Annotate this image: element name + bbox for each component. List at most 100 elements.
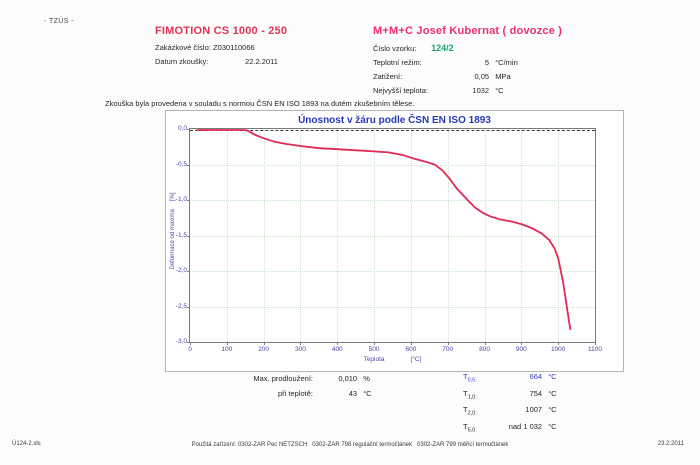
results-right: T0,5: 664 °C T1,0: 754 °C T2,0: 1007 °C … <box>463 372 557 438</box>
y-axis-label-text: Deformace od maxima <box>170 209 176 270</box>
sample-number-row: Číslo vzorku: 124/2 <box>373 43 518 53</box>
elongation-temp-unit: °C <box>363 389 372 398</box>
order-number-row: Zakázkové číslo: Z030110066 <box>155 43 278 52</box>
x-tick-label: 0 <box>188 346 192 353</box>
customer-title: M+M+C Josef Kubernat ( dovozce ) <box>373 25 563 37</box>
x-tick-label: 200 <box>258 346 270 353</box>
load-row: Zatížení: 0,05 MPa <box>373 72 518 81</box>
t50-value: nad 1 032 <box>508 421 543 431</box>
load-value: 0,05 <box>474 72 490 81</box>
t10-value: 754 <box>529 388 543 398</box>
x-tick-mark <box>447 342 449 345</box>
t10-label: T1,0: <box>463 388 477 401</box>
x-tick-label: 1000 <box>550 346 566 353</box>
x-axis-unit: [°C] <box>410 356 422 363</box>
test-date-value: 22.2.2011 <box>245 57 278 66</box>
test-date-label: Datum zkoušky: <box>155 57 209 66</box>
t20-row: T2,0: 1007 °C <box>463 405 557 417</box>
elongation-temp-row: při teplotě: 43 °C <box>228 389 372 398</box>
footer-equipment: Použitá zařízení: 0302-ZAR Pec NETZSCH 0… <box>191 442 509 448</box>
x-tick-mark <box>410 342 412 345</box>
test-conditions: Číslo vzorku: 124/2 Teplotní režim: 5 °C… <box>373 43 518 100</box>
x-tick-label: 500 <box>368 346 380 353</box>
x-tick-mark <box>226 342 228 345</box>
heating-rate-value: 5 <box>484 58 490 67</box>
x-tick-label: 700 <box>442 346 454 353</box>
y-tick-label: -3,0 <box>175 338 187 345</box>
x-tick-mark <box>521 342 523 345</box>
tzus-mark: - TZÚS - <box>44 18 74 25</box>
x-tick-mark <box>190 342 191 345</box>
y-tick-mark <box>187 342 190 343</box>
max-elongation-label: Max. prodloužení: <box>253 374 313 383</box>
x-tick-label: 800 <box>479 346 490 353</box>
y-tick-label: -1,0 <box>175 196 187 203</box>
t20-unit: °C <box>548 405 557 414</box>
t10-row: T1,0: 754 °C <box>463 389 557 401</box>
max-temperature-row: Nejvyšší teplota: 1032 °C <box>373 86 518 95</box>
results-left: Max. prodloužení: 0,010 % při teplotě: 4… <box>228 374 372 404</box>
max-temperature-value: 1032 <box>472 86 490 95</box>
standard-note: Zkouška byla provedena v souladu s normo… <box>105 99 415 108</box>
x-tick-mark <box>337 342 339 345</box>
sample-number-value: 124/2 <box>431 43 454 53</box>
gridline-horizontal <box>190 306 595 308</box>
elongation-temp-value: 43 <box>348 389 358 398</box>
max-temperature-label: Nejvyšší teplota: <box>373 86 429 95</box>
sample-number-label: Číslo vzorku: <box>373 44 417 53</box>
y-tick-mark <box>187 200 190 201</box>
x-tick-label: 600 <box>405 346 417 353</box>
max-elongation-row: Max. prodloužení: 0,010 % <box>228 374 372 383</box>
load-unit: MPa <box>495 72 511 81</box>
y-tick-label: -2,5 <box>175 302 187 310</box>
max-temperature-unit: °C <box>495 86 504 95</box>
x-tick-label: 400 <box>331 346 343 353</box>
y-tick-label: 0,0 <box>177 125 187 132</box>
product-title: FIMOTION CS 1000 - 250 <box>155 25 288 37</box>
order-number-label: Zakázkové číslo: <box>155 43 211 52</box>
x-tick-mark <box>374 342 376 345</box>
x-tick-label: 100 <box>221 346 233 353</box>
chart-frame: Únosnost v žáru podle ČSN EN ISO 1893 Te… <box>165 110 624 372</box>
t50-unit: °C <box>548 421 557 431</box>
chart-title: Únosnost v žáru podle ČSN EN ISO 1893 <box>298 115 491 126</box>
footer-filename: Ú124-2.xls <box>12 441 41 447</box>
t05-label: T0,5: <box>463 372 477 384</box>
plot-area: Teplota [°C] Deformace od maxima[%] 0 100 2… <box>170 125 602 363</box>
t50-row: T5,0: nad 1 032 °C <box>463 422 557 434</box>
y-tick-mark <box>187 271 190 272</box>
x-tick-mark <box>558 342 560 345</box>
t10-unit: °C <box>548 388 557 398</box>
t50-label: T5,0: <box>463 421 477 434</box>
y-tick-label: -2,0 <box>175 267 187 274</box>
x-tick-mark <box>595 342 596 345</box>
x-axis-label-text: Teplota <box>363 356 385 363</box>
elongation-temp-label: při teplotě: <box>277 389 313 398</box>
gridline-horizontal <box>190 200 595 201</box>
test-date-row: Datum zkoušky: 22.2.2011 <box>155 57 278 66</box>
y-tick-label: -0,5 <box>175 160 187 168</box>
x-axis-label: Teplota [°C] <box>190 356 595 363</box>
t20-label: T2,0: <box>463 405 477 417</box>
heating-rate-unit: °C/min <box>495 58 518 67</box>
gridline-horizontal <box>190 271 595 272</box>
x-tick-mark <box>484 342 486 345</box>
t05-value: 664 <box>529 372 543 381</box>
x-tick-label: 1100 <box>588 346 602 353</box>
t20-value: 1007 <box>525 405 543 414</box>
heating-rate-label: Teplotní režim: <box>373 58 422 67</box>
y-tick-mark <box>187 306 190 308</box>
footer-date: 23.2.2011 <box>657 441 684 447</box>
load-label: Zatížení: <box>373 72 403 81</box>
x-tick-label: 300 <box>295 346 306 353</box>
order-number-value: Z030110066 <box>213 43 255 52</box>
y-tick-mark <box>187 164 190 166</box>
x-tick-label: 900 <box>515 346 527 353</box>
max-elongation-value: 0,010 <box>338 374 358 383</box>
gridline-horizontal <box>190 164 595 166</box>
y-tick-label: -1,5 <box>175 231 187 239</box>
t05-row: T0,5: 664 °C <box>463 372 557 384</box>
x-tick-mark <box>263 342 265 345</box>
deformation-curve <box>196 129 572 331</box>
